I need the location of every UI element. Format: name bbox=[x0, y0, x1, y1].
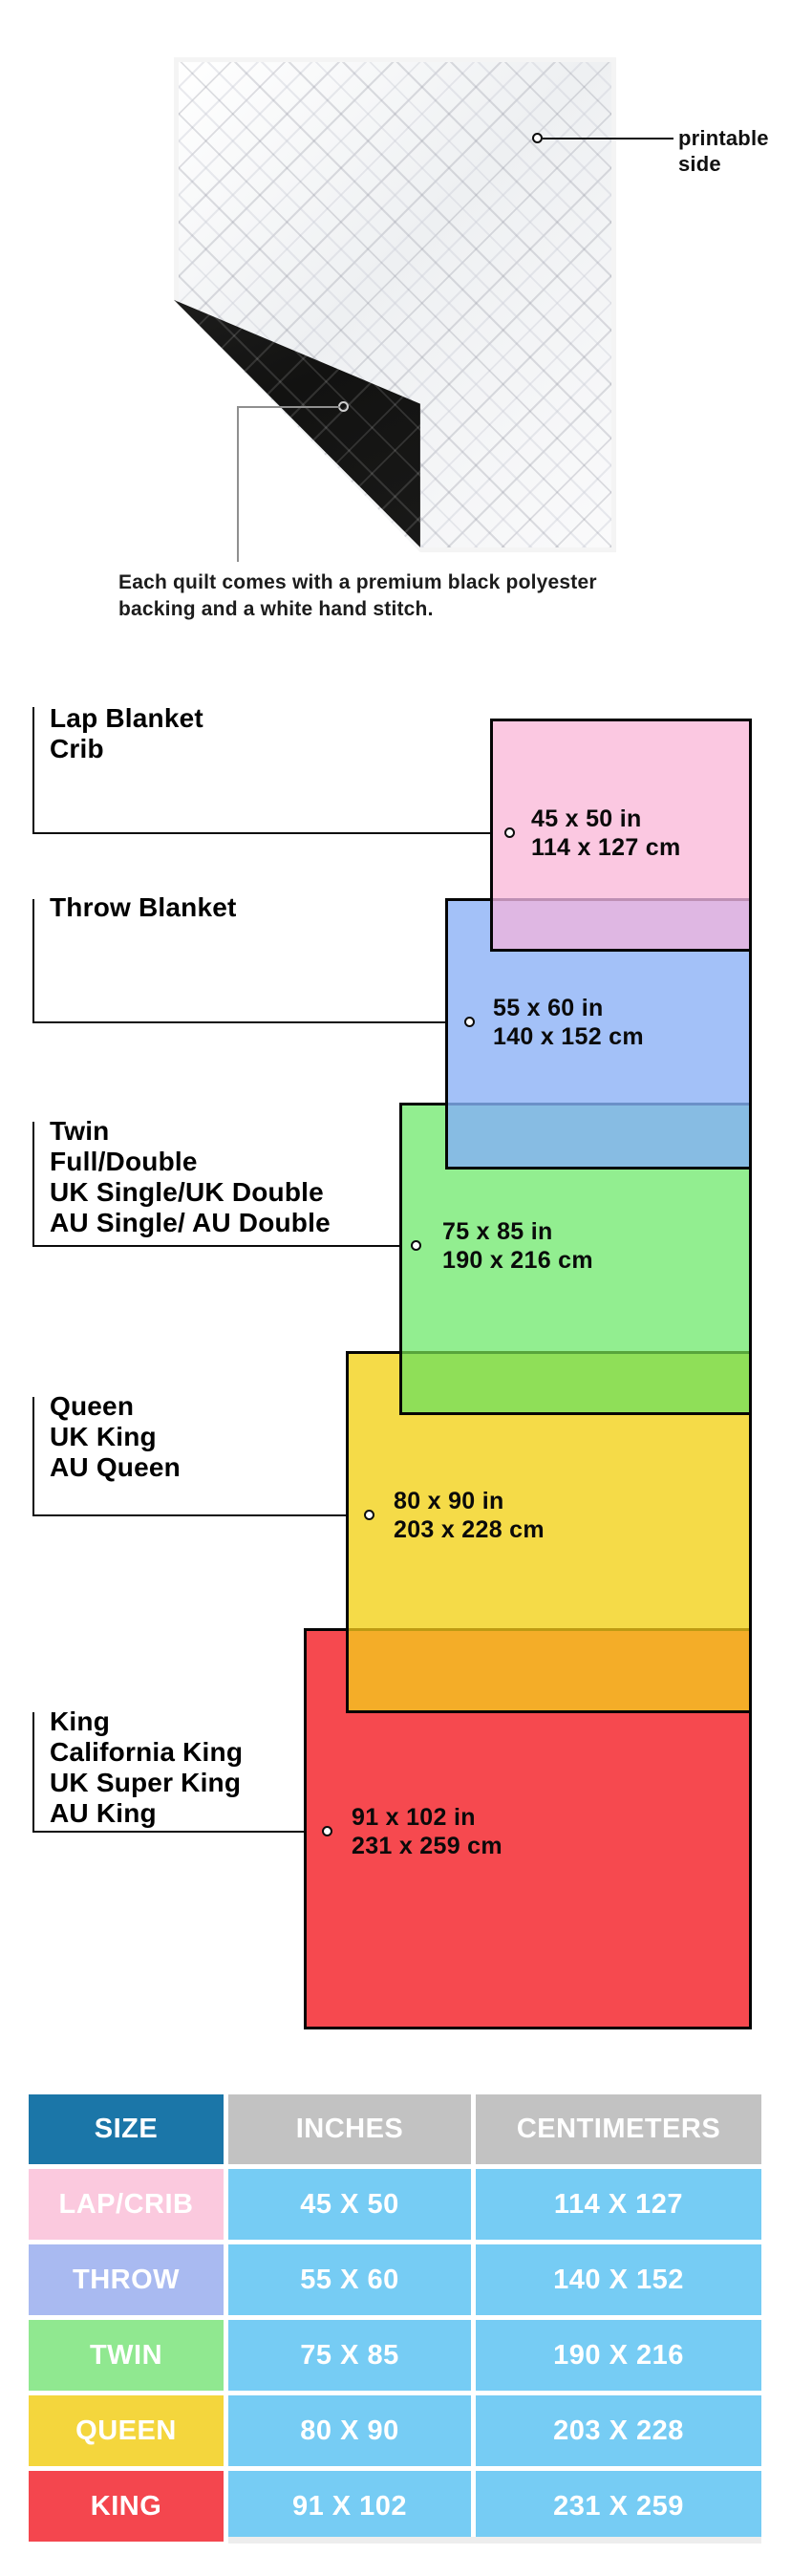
label-line: UK Single/UK Double bbox=[50, 1177, 324, 1207]
leader-king bbox=[32, 1831, 322, 1833]
table-cell-inches: 75 X 85 bbox=[228, 2320, 471, 2391]
dims-queen-cm: 203 x 228 cm bbox=[394, 1516, 545, 1543]
label-line: AU Queen bbox=[50, 1452, 181, 1482]
labels-king: King California King UK Super King AU Ki… bbox=[50, 1707, 243, 1829]
label-line: Lap Blanket bbox=[50, 703, 203, 733]
dims-queen-inches: 80 x 90 in bbox=[394, 1488, 504, 1514]
dims-lap-inches: 45 x 50 in bbox=[531, 805, 642, 832]
size-rect-lap-crib bbox=[490, 719, 752, 952]
table-cell-centimeters: 203 X 228 bbox=[476, 2395, 761, 2466]
marker-lap-icon bbox=[504, 827, 515, 838]
table-cell-inches: 45 X 50 bbox=[228, 2169, 471, 2240]
dims-king: 91 x 102 in 231 x 259 cm bbox=[352, 1803, 502, 1860]
leader-throw bbox=[32, 1021, 464, 1023]
table-row-twin: TWIN 75 X 85 190 X 216 bbox=[29, 2320, 761, 2391]
dims-king-inches: 91 x 102 in bbox=[352, 1804, 476, 1831]
table-cell-inches: 91 X 102 bbox=[228, 2471, 471, 2542]
labels-throw: Throw Blanket bbox=[50, 892, 237, 923]
label-line: UK Super King bbox=[50, 1768, 242, 1797]
dims-throw-cm: 140 x 152 cm bbox=[493, 1023, 644, 1050]
table-cell-size: LAP/CRIB bbox=[29, 2169, 224, 2240]
dims-throw-inches: 55 x 60 in bbox=[493, 995, 604, 1021]
leader-lap bbox=[32, 832, 504, 834]
bracket-queen bbox=[32, 1397, 34, 1516]
label-line: Full/Double bbox=[50, 1147, 198, 1176]
table-cell-centimeters: 231 X 259 bbox=[476, 2471, 761, 2542]
marker-twin-icon bbox=[411, 1240, 421, 1251]
dims-king-cm: 231 x 259 cm bbox=[352, 1833, 502, 1859]
table-header-row: SIZE INCHES CENTIMETERS bbox=[29, 2094, 761, 2164]
labels-lap-crib: Lap Blanket Crib bbox=[50, 703, 203, 764]
black-backing-leader-line bbox=[237, 406, 340, 408]
table-cell-inches: 55 X 60 bbox=[228, 2244, 471, 2315]
quilt-caption: Each quilt comes with a premium black po… bbox=[118, 571, 597, 620]
printable-side-marker-icon bbox=[532, 133, 543, 143]
marker-throw-icon bbox=[464, 1017, 475, 1027]
label-line: Queen bbox=[50, 1391, 135, 1421]
table-shadow bbox=[228, 2537, 761, 2544]
label-line: AU King bbox=[50, 1798, 157, 1828]
label-line: King bbox=[50, 1707, 111, 1736]
table-row-king: KING 91 X 102 231 X 259 bbox=[29, 2471, 761, 2542]
label-line: UK King bbox=[50, 1422, 157, 1451]
dims-lap: 45 x 50 in 114 x 127 cm bbox=[531, 805, 681, 862]
label-line: Throw Blanket bbox=[50, 892, 237, 922]
black-backing-leader-line-vertical bbox=[237, 406, 239, 562]
table-row-lap-crib: LAP/CRIB 45 X 50 114 X 127 bbox=[29, 2169, 761, 2240]
marker-king-icon bbox=[322, 1826, 332, 1836]
table-header-inches: INCHES bbox=[228, 2094, 471, 2164]
label-line: Crib bbox=[50, 734, 104, 763]
table-cell-centimeters: 140 X 152 bbox=[476, 2244, 761, 2315]
table-row-queen: QUEEN 80 X 90 203 X 228 bbox=[29, 2395, 761, 2466]
leader-queen bbox=[32, 1514, 364, 1516]
dims-queen: 80 x 90 in 203 x 228 cm bbox=[394, 1487, 545, 1544]
labels-twin: Twin Full/Double UK Single/UK Double AU … bbox=[50, 1116, 331, 1238]
table-cell-inches: 80 X 90 bbox=[228, 2395, 471, 2466]
label-line: Twin bbox=[50, 1116, 110, 1146]
dims-lap-cm: 114 x 127 cm bbox=[531, 834, 681, 861]
bracket-throw bbox=[32, 899, 34, 1023]
table-header-size: SIZE bbox=[29, 2094, 224, 2164]
dims-twin-cm: 190 x 216 cm bbox=[442, 1247, 593, 1274]
table-cell-size: THROW bbox=[29, 2244, 224, 2315]
table-cell-size: KING bbox=[29, 2471, 224, 2542]
table-cell-centimeters: 114 X 127 bbox=[476, 2169, 761, 2240]
bracket-lap bbox=[32, 707, 34, 834]
leader-twin bbox=[32, 1245, 411, 1247]
printable-side-leader-line bbox=[543, 138, 673, 140]
label-line: AU Single/ AU Double bbox=[50, 1208, 331, 1237]
overlap-throw-twin bbox=[448, 1103, 749, 1167]
table-cell-size: TWIN bbox=[29, 2320, 224, 2391]
overlap-twin-queen bbox=[402, 1351, 749, 1412]
table-cell-centimeters: 190 X 216 bbox=[476, 2320, 761, 2391]
printable-side-label: printable side bbox=[678, 126, 769, 176]
dims-throw: 55 x 60 in 140 x 152 cm bbox=[493, 994, 644, 1051]
marker-queen-icon bbox=[364, 1510, 374, 1520]
bracket-twin bbox=[32, 1122, 34, 1247]
bracket-king bbox=[32, 1712, 34, 1833]
table-row-throw: THROW 55 X 60 140 X 152 bbox=[29, 2244, 761, 2315]
dims-twin-inches: 75 x 85 in bbox=[442, 1218, 553, 1245]
table-header-centimeters: CENTIMETERS bbox=[476, 2094, 761, 2164]
label-line: California King bbox=[50, 1737, 244, 1767]
labels-queen: Queen UK King AU Queen bbox=[50, 1391, 181, 1483]
table-cell-size: QUEEN bbox=[29, 2395, 224, 2466]
overlap-queen-king bbox=[349, 1628, 749, 1710]
overlap-lap-throw bbox=[493, 898, 749, 949]
dims-twin: 75 x 85 in 190 x 216 cm bbox=[442, 1217, 593, 1275]
